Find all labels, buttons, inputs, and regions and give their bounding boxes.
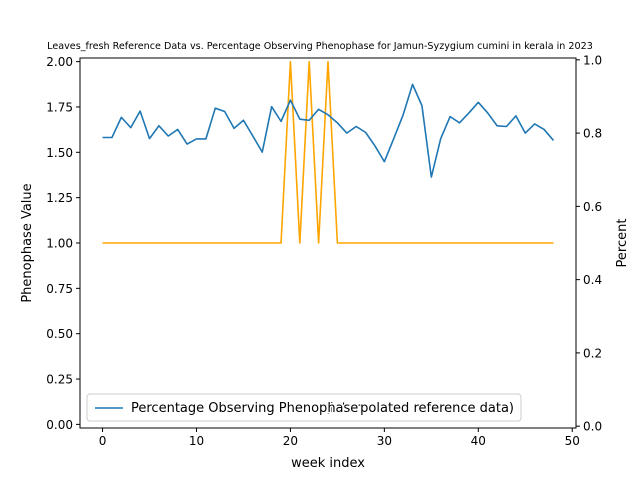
x-tick-label: 10 — [189, 434, 204, 448]
series-layer — [102, 60, 555, 244]
left-y-tick-label: 0.50 — [46, 327, 73, 341]
right-y-axis-label: Percent — [615, 219, 630, 268]
left-y-tick-label: 1.00 — [46, 237, 73, 251]
left-y-axis-label: Phenophase Value — [20, 183, 35, 302]
x-tick-label: 50 — [565, 434, 580, 448]
x-tick-label: 40 — [471, 434, 486, 448]
right-y-tick-label: 0.4 — [583, 273, 602, 287]
x-tick-label: 30 — [377, 434, 392, 448]
left-y-tick-label: 1.75 — [46, 100, 73, 114]
right-y-tick-label: 1.0 — [583, 53, 602, 67]
x-axis-label: week index — [291, 456, 365, 471]
series-line-percentage-observing — [102, 83, 555, 178]
right-y-tick-label: 0.6 — [583, 200, 602, 214]
left-y-tick-label: 1.50 — [46, 146, 73, 160]
legend: (interpolated reference data) Percentage… — [86, 393, 522, 422]
legend-blue-entry: Percentage Observing Phenophase — [131, 401, 358, 416]
left-y-tick-label: 0.25 — [46, 373, 73, 387]
series-line-phenophase-value — [102, 60, 554, 244]
right-y-axis-ticks: 0.0 0.2 0.4 0.6 0.8 1.0 — [576, 53, 602, 434]
chart-title: Leaves_fresh Reference Data vs. Percenta… — [47, 41, 593, 52]
right-y-tick-label: 0.8 — [583, 127, 602, 141]
left-y-tick-label: 0.75 — [46, 282, 73, 296]
left-y-tick-label: 2.00 — [46, 55, 73, 69]
left-y-tick-label: 1.25 — [46, 191, 73, 205]
x-tick-label: 20 — [283, 434, 298, 448]
right-y-tick-label: 0.0 — [583, 420, 602, 434]
legend-hidden-entry: (interpolated reference data) — [325, 401, 514, 416]
left-y-tick-label: 0.00 — [46, 418, 73, 432]
x-tick-label: 0 — [99, 434, 107, 448]
x-axis-ticks: 0 10 20 30 40 50 — [99, 428, 580, 448]
left-y-axis-ticks: 0.00 0.25 0.50 0.75 1.00 1.25 1.50 1.75 2.00 — [46, 55, 80, 432]
right-y-tick-label: 0.2 — [583, 346, 602, 360]
legend-box — [86, 393, 522, 422]
